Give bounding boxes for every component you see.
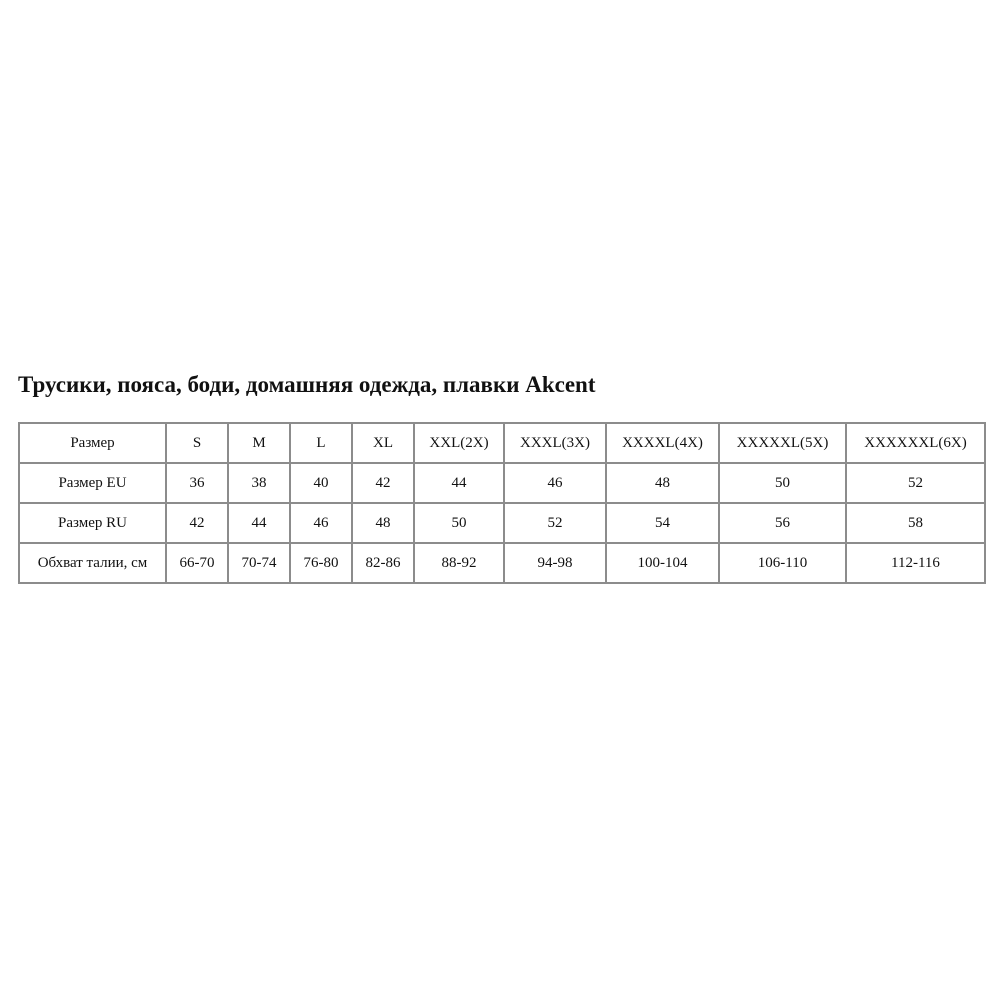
table-cell: 88-92 [413,542,505,584]
table-row: Обхват талии, см 66-70 70-74 76-80 82-86 88-9… [18,542,986,584]
table-cell: XXL(2X) [413,422,505,464]
table-cell: XXXXXL(5X) [718,422,847,464]
table-cell: 100-104 [605,542,720,584]
table-cell: 106-110 [718,542,847,584]
table-cell: 42 [351,462,415,504]
table-cell: XXXXXXL(6X) [845,422,986,464]
table-cell: 40 [289,462,353,504]
table-cell: 36 [165,462,229,504]
table-cell: 82-86 [351,542,415,584]
table-cell: 66-70 [165,542,229,584]
table-cell: 50 [413,502,505,544]
table-cell: 44 [413,462,505,504]
size-table: Размер S M L XL XXL(2X) XXXL(3X) XXXXL(4X) XXXXX… [18,422,986,584]
table-cell: 48 [351,502,415,544]
table-cell: 46 [503,462,607,504]
table-cell: 52 [503,502,607,544]
table-cell: XL [351,422,415,464]
table-cell: L [289,422,353,464]
table-cell: XXXL(3X) [503,422,607,464]
table-row: Размер RU 42 44 46 48 50 52 54 56 58 [18,502,986,544]
table-cell: 94-98 [503,542,607,584]
table-cell: 42 [165,502,229,544]
table-cell: 38 [227,462,291,504]
table-cell: 70-74 [227,542,291,584]
table-cell: 54 [605,502,720,544]
table-cell: 58 [845,502,986,544]
table-cell: 48 [605,462,720,504]
table-cell: 56 [718,502,847,544]
row-label-cell: Размер RU [18,502,167,544]
page-title: Трусики, пояса, боди, домашняя одежда, п… [18,372,596,397]
table-cell: 50 [718,462,847,504]
row-label-cell: Размер [18,422,167,464]
row-label-cell: Обхват талии, см [18,542,167,584]
table-row: Размер EU 36 38 40 42 44 46 48 50 52 [18,462,986,504]
table-cell: 112-116 [845,542,986,584]
table-header-row: Размер S M L XL XXL(2X) XXXL(3X) XXXXL(4X) XXXXX… [18,422,986,464]
table-cell: 52 [845,462,986,504]
table-cell: 46 [289,502,353,544]
table-cell: 76-80 [289,542,353,584]
table-cell: S [165,422,229,464]
table-cell: M [227,422,291,464]
table-body: Размер S M L XL XXL(2X) XXXL(3X) XXXXL(4X) XXXXX… [18,422,986,584]
table-cell: 44 [227,502,291,544]
table-cell: XXXXL(4X) [605,422,720,464]
row-label-cell: Размер EU [18,462,167,504]
